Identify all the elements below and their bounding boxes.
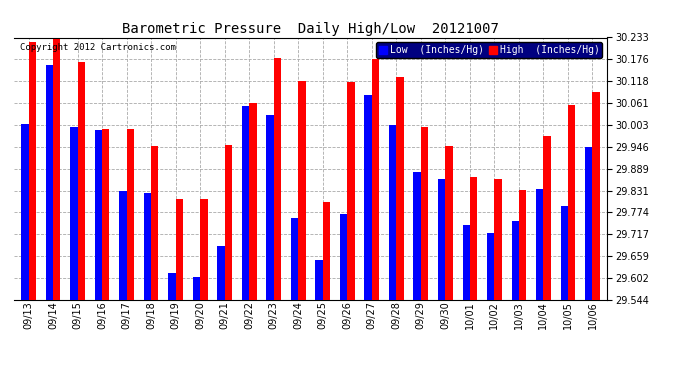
Title: Barometric Pressure  Daily High/Low  20121007: Barometric Pressure Daily High/Low 20121…	[122, 22, 499, 36]
Bar	[274, 58, 281, 300]
Bar	[241, 106, 249, 300]
Bar	[28, 42, 36, 300]
Bar	[372, 59, 380, 300]
Bar	[364, 94, 372, 300]
Bar	[340, 214, 347, 300]
Bar	[519, 189, 526, 300]
Bar	[46, 65, 53, 300]
Bar	[389, 125, 396, 300]
Bar	[225, 144, 232, 300]
Bar	[193, 277, 200, 300]
Bar	[249, 103, 257, 300]
Bar	[119, 191, 126, 300]
Bar	[487, 233, 495, 300]
Legend: Low  (Inches/Hg), High  (Inches/Hg): Low (Inches/Hg), High (Inches/Hg)	[376, 42, 602, 58]
Bar	[95, 130, 102, 300]
Bar	[445, 146, 453, 300]
Bar	[544, 136, 551, 300]
Bar	[323, 202, 330, 300]
Bar	[495, 179, 502, 300]
Bar	[21, 124, 28, 300]
Bar	[462, 225, 470, 300]
Bar	[396, 77, 404, 300]
Bar	[568, 105, 575, 300]
Bar	[560, 206, 568, 300]
Bar	[77, 62, 85, 300]
Bar	[291, 218, 298, 300]
Text: Copyright 2012 Cartronics.com: Copyright 2012 Cartronics.com	[20, 43, 176, 52]
Bar	[168, 273, 176, 300]
Bar	[413, 172, 421, 300]
Bar	[70, 128, 77, 300]
Bar	[126, 129, 134, 300]
Bar	[176, 199, 183, 300]
Bar	[585, 147, 593, 300]
Bar	[53, 39, 61, 300]
Bar	[511, 221, 519, 300]
Bar	[593, 92, 600, 300]
Bar	[266, 115, 274, 300]
Bar	[315, 260, 323, 300]
Bar	[200, 200, 208, 300]
Bar	[421, 127, 428, 300]
Bar	[298, 81, 306, 300]
Bar	[347, 82, 355, 300]
Bar	[536, 189, 544, 300]
Bar	[438, 179, 445, 300]
Bar	[144, 192, 151, 300]
Bar	[470, 177, 477, 300]
Bar	[217, 246, 225, 300]
Bar	[151, 146, 159, 300]
Bar	[102, 129, 110, 300]
